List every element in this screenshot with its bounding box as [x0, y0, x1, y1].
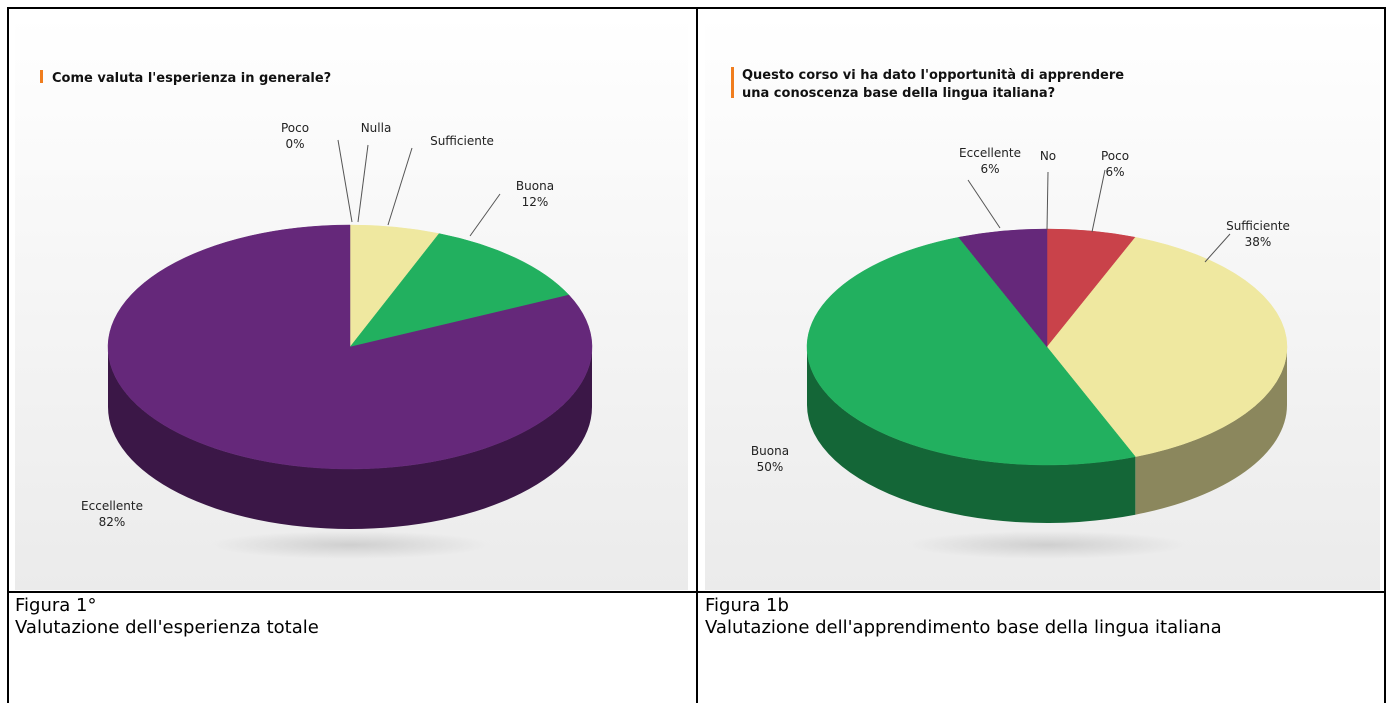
figure-label: Figura 1b: [705, 595, 789, 616]
column-divider: [696, 7, 698, 703]
slice-value-label: 6%: [980, 162, 999, 176]
slice-value-label: 38%: [1245, 235, 1272, 249]
caption: Figura 1b Valutazione dell'apprendimento…: [705, 595, 1378, 639]
slice-label: Buona: [516, 179, 554, 193]
slice-value-label: 0%: [285, 137, 304, 151]
row-divider: [7, 591, 1386, 593]
pie-side: [108, 347, 592, 529]
slice-value-label: 50%: [757, 460, 784, 474]
slice-label: Buona: [751, 444, 789, 458]
leader-line: [1204, 233, 1231, 263]
pie-side: [806, 347, 1136, 524]
chart-title: una conoscenza base della lingua italian…: [742, 86, 1055, 101]
slice-label: No: [1040, 149, 1056, 163]
chart-title: Questo corso vi ha dato l'opportunità di…: [742, 68, 1124, 83]
leader-line: [357, 144, 369, 223]
charts: Come valuta l'esperienza in generale? Poc…: [15, 15, 1380, 590]
pie-shadow: [210, 531, 490, 559]
chart-title: Come valuta l'esperienza in generale?: [52, 71, 331, 86]
pie-slice: [1046, 237, 1288, 457]
title-marker: [731, 67, 734, 98]
title-marker: [40, 70, 43, 83]
caption-text: Valutazione dell'apprendimento base dell…: [705, 617, 1222, 638]
slice-value-label: 82%: [99, 515, 126, 529]
pie-shadow: [907, 531, 1187, 559]
leader-line: [387, 147, 413, 226]
slice-label: Sufficiente: [1226, 219, 1290, 233]
slice-label: Eccellente: [959, 146, 1021, 160]
slice-label: Eccellente: [81, 499, 143, 513]
leader-line: [1091, 169, 1106, 233]
figure-label: Figura 1°: [15, 595, 97, 616]
slice-label: Poco: [281, 121, 309, 135]
leader-line: [967, 179, 1001, 229]
slice-label: Nulla: [361, 121, 392, 135]
slice-value-label: 12%: [522, 195, 549, 209]
pie-slice: [107, 224, 593, 470]
pie-slice: [349, 233, 570, 348]
pie-slice: [806, 237, 1136, 466]
pie-side: [1135, 347, 1287, 515]
leader-line: [1046, 171, 1049, 231]
leader-line: [337, 139, 353, 223]
caption-text: Valutazione dell'esperienza totale: [15, 617, 319, 638]
caption: Figura 1° Valutazione dell'esperienza to…: [15, 595, 685, 639]
slice-label: Poco: [1101, 149, 1129, 163]
slice-value-label: 6%: [1105, 165, 1124, 179]
leader-line: [469, 193, 501, 237]
slice-label: Sufficiente: [430, 134, 494, 148]
